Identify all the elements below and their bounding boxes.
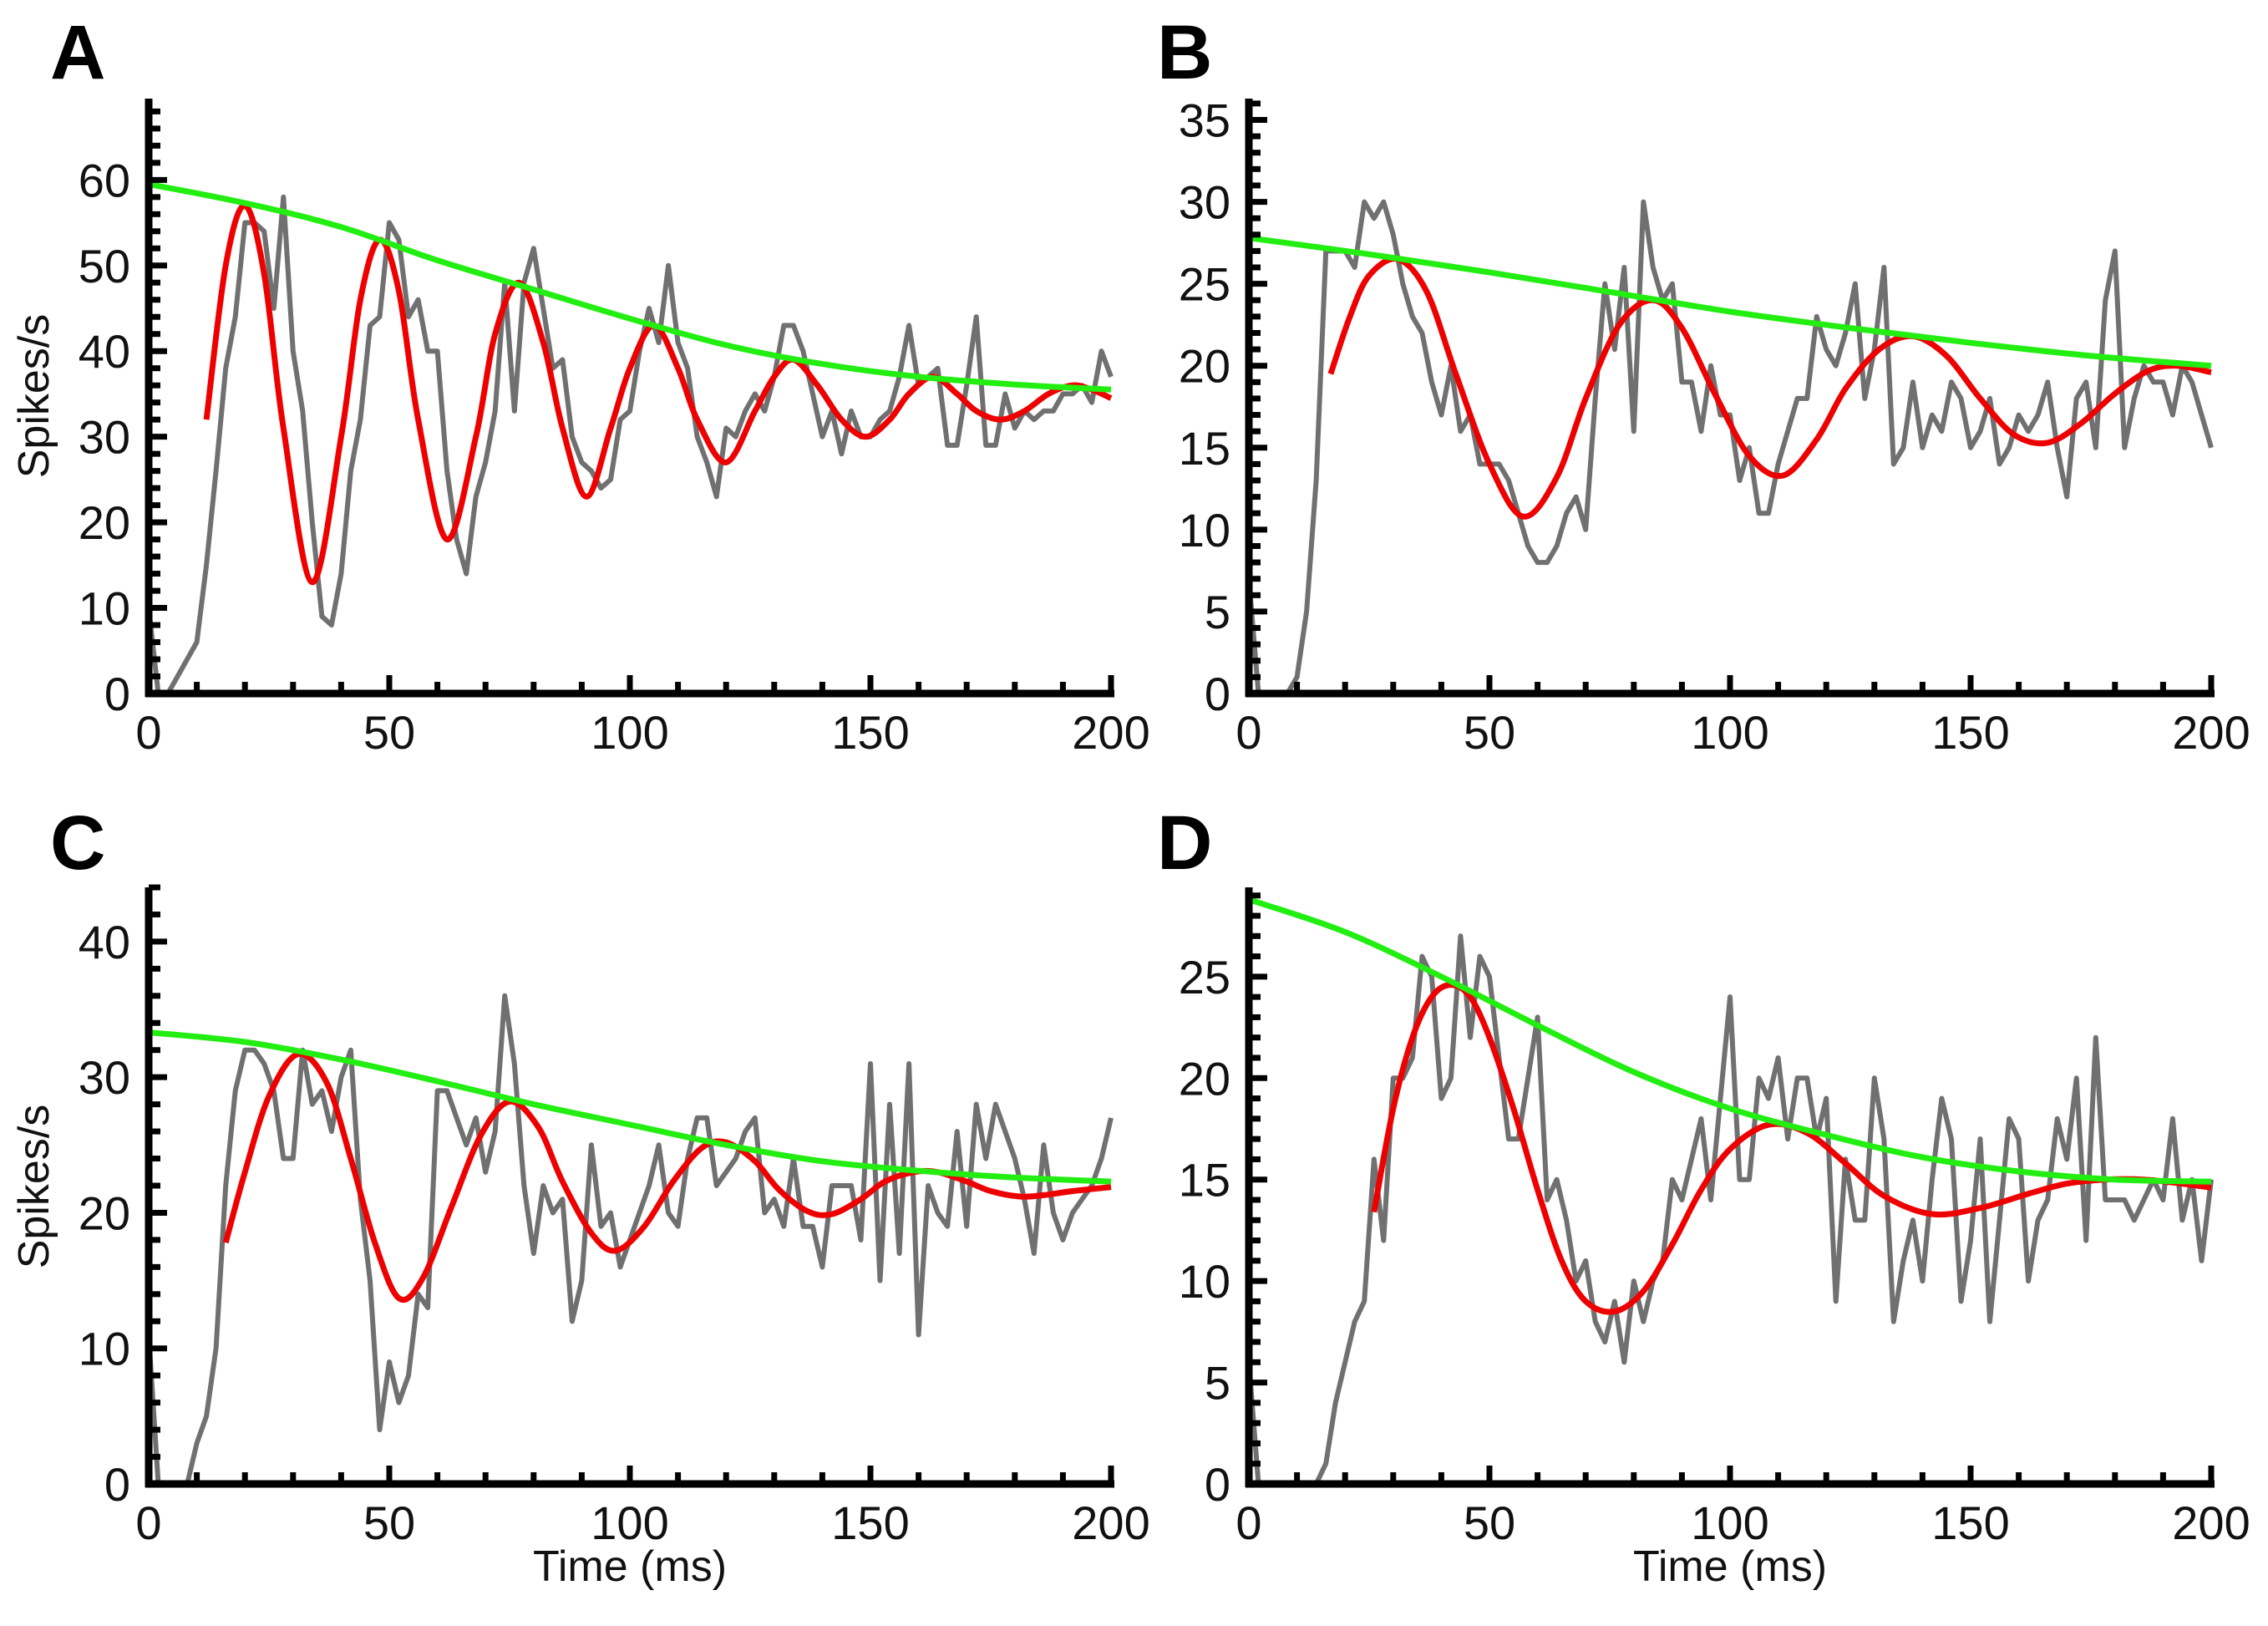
x-tick-label-c: 50 [363,1496,415,1549]
x-tick-label-d: 150 [1931,1496,2009,1549]
y-tick-label-b: 35 [1179,94,1230,146]
series-fit-d [1371,982,2212,1315]
y-tick-label-b: 10 [1179,504,1230,556]
panel-a: A Spikes/s 0 10 20 30 40 50 60 0 50 100 150 200 [10,10,1150,759]
x-tick-label-d: 100 [1691,1496,1768,1549]
y-tick-label-d: 0 [1205,1458,1230,1511]
x-tick-label-d: 50 [1464,1496,1515,1549]
x-tick-label-b: 50 [1464,706,1515,759]
series-envelope-d [1249,897,2212,1185]
axes-d: 0 5 10 15 20 25 0 50 100 150 200 [1179,887,2250,1549]
y-tick-label-a: 30 [79,411,130,464]
y-tick-label-d: 5 [1205,1357,1230,1410]
series-data-b [1249,199,2214,694]
y-tick-label-d: 10 [1179,1255,1230,1308]
y-tick-label-c: 40 [79,916,130,968]
x-tick-label-d: 200 [2172,1496,2250,1549]
x-tick-label-c: 100 [591,1496,668,1549]
y-tick-label-b: 0 [1205,668,1230,720]
panel-letter-a: A [50,10,105,95]
x-tick-label-c: 150 [831,1496,909,1549]
y-tick-label-a: 20 [79,496,130,549]
x-axis-title-d: Time (ms) [1633,1542,1827,1591]
panel-d: D Time (ms) 0 5 10 15 20 25 0 50 100 150 200 [1157,800,2250,1591]
plot-area-a [149,180,1114,694]
x-tick-label-b: 100 [1691,706,1768,759]
y-tick-label-a: 40 [79,325,130,378]
series-envelope-b [1249,235,2212,369]
x-tick-label-a: 50 [363,706,415,759]
x-tick-label-a: 0 [135,706,161,759]
y-tick-label-b: 30 [1179,176,1230,229]
x-axis-title-c: Time (ms) [533,1542,727,1591]
panel-letter-c: C [50,800,105,886]
x-tick-label-b: 150 [1931,706,2009,759]
x-tick-label-a: 150 [831,706,909,759]
plot-area-d [1249,897,2214,1484]
series-fit-a [203,202,1113,586]
series-envelope-a [149,180,1112,393]
y-axis-title-c: Spikes/s [10,1105,58,1269]
series-fit-b [1327,256,2212,520]
x-tick-label-b: 0 [1235,706,1261,759]
y-tick-label-d: 25 [1179,951,1230,1004]
x-tick-label-a: 200 [1072,706,1149,759]
y-tick-label-c: 20 [79,1186,130,1239]
axes-b: 0 5 10 15 20 25 30 35 0 50 100 150 200 [1179,94,2250,759]
y-tick-label-a: 50 [79,240,130,292]
panel-b: B 0 5 10 15 20 25 30 35 0 50 100 150 200 [1157,10,2250,759]
x-tick-label-a: 100 [591,706,668,759]
y-tick-label-a: 0 [104,668,130,720]
panel-c: C Spikes/s Time (ms) 0 10 20 30 40 0 50 100 150 2… [10,800,1150,1591]
y-tick-label-c: 10 [79,1323,130,1375]
x-tick-label-b: 200 [2172,706,2250,759]
x-tick-label-c: 200 [1072,1496,1149,1549]
panel-letter-b: B [1157,10,1212,95]
panel-letter-d: D [1157,800,1212,886]
plot-area-b [1249,199,2214,694]
y-tick-label-a: 10 [79,582,130,635]
x-tick-label-d: 0 [1235,1496,1261,1549]
y-tick-label-c: 30 [79,1051,130,1104]
plot-area-c [149,993,1114,1484]
y-tick-label-b: 5 [1205,586,1230,638]
series-data-d [1249,933,2214,1484]
y-tick-label-c: 0 [104,1458,130,1511]
axes-a: 0 10 20 30 40 50 60 0 50 100 150 200 [79,99,1150,759]
axes-c: 0 10 20 30 40 0 50 100 150 200 [79,884,1150,1549]
y-tick-label-d: 20 [1179,1052,1230,1105]
series-envelope-c [149,1029,1112,1185]
y-tick-label-d: 15 [1179,1154,1230,1207]
y-axis-title-a: Spikes/s [10,314,58,479]
y-tick-label-b: 15 [1179,422,1230,475]
x-tick-label-c: 0 [135,1496,161,1549]
series-data-a [149,194,1114,694]
y-tick-label-b: 25 [1179,258,1230,311]
y-tick-label-a: 60 [79,154,130,206]
y-tick-label-b: 20 [1179,340,1230,393]
